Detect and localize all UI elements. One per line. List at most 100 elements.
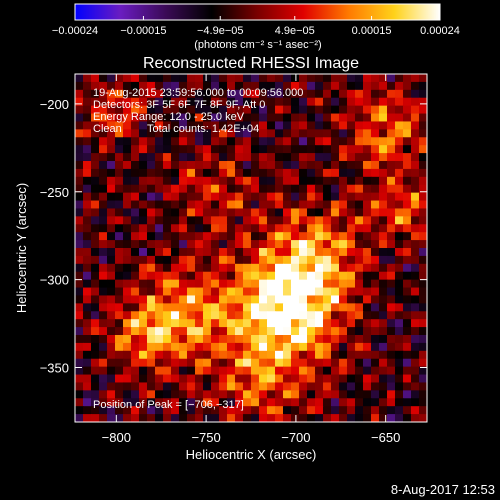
heatmap-cell xyxy=(331,335,340,344)
heatmap-cell xyxy=(83,374,92,384)
heatmap-cell xyxy=(347,327,356,336)
heatmap-cell xyxy=(251,208,260,217)
heatmap-cell xyxy=(91,398,100,407)
heatmap-cell xyxy=(291,414,300,422)
heatmap-cell xyxy=(163,168,172,178)
heatmap-cell xyxy=(283,319,292,328)
heatmap-cell xyxy=(259,216,268,225)
heatmap-cell xyxy=(379,414,388,422)
heatmap-cell xyxy=(235,335,244,344)
heatmap-cell xyxy=(411,382,420,391)
heatmap-cell xyxy=(259,184,268,194)
heatmap-cell xyxy=(211,303,220,312)
heatmap-cell xyxy=(355,327,364,336)
heatmap-cell xyxy=(235,97,244,107)
heatmap-cell xyxy=(347,153,356,162)
heatmap-cell xyxy=(395,224,404,233)
heatmap-cell xyxy=(395,121,404,130)
heatmap-cell xyxy=(275,161,284,170)
heatmap-cell xyxy=(419,335,427,344)
heatmap-cell xyxy=(171,161,180,170)
heatmap-cell xyxy=(163,319,172,328)
heatmap-cell xyxy=(419,97,427,107)
heatmap-cell xyxy=(171,263,180,273)
heatmap-cell xyxy=(299,279,308,289)
heatmap-cell xyxy=(371,255,380,265)
heatmap-cell xyxy=(195,374,204,384)
heatmap-cell xyxy=(83,153,92,162)
heatmap-cell xyxy=(203,248,212,257)
annotation-peak: Position of Peak = [−706,−317] xyxy=(93,399,244,411)
heatmap-cell xyxy=(139,81,148,91)
heatmap-cell xyxy=(123,161,132,170)
heatmap-cell xyxy=(187,137,196,146)
heatmap-cell xyxy=(251,105,260,115)
heatmap-cell xyxy=(259,335,268,344)
heatmap-cell xyxy=(411,184,420,194)
heatmap-cell xyxy=(275,327,284,336)
heatmap-cell xyxy=(419,287,427,297)
heatmap-cell xyxy=(403,350,412,360)
heatmap-cell xyxy=(171,176,180,186)
heatmap-cell xyxy=(219,105,228,115)
heatmap-cell xyxy=(235,342,244,352)
heatmap-cell xyxy=(275,342,284,352)
heatmap-cell xyxy=(147,224,156,233)
heatmap-cell xyxy=(139,137,148,146)
heatmap-cell xyxy=(403,74,412,83)
heatmap-cell xyxy=(395,382,404,391)
heatmap-cell xyxy=(379,303,388,312)
heatmap-cell xyxy=(203,184,212,194)
heatmap-cell xyxy=(299,287,308,297)
heatmap-cell xyxy=(219,240,228,249)
heatmap-cell xyxy=(419,374,427,384)
heatmap-cell xyxy=(179,248,188,257)
heatmap-cell xyxy=(203,271,212,281)
heatmap-cell xyxy=(355,382,364,391)
heatmap-cell xyxy=(219,271,228,281)
heatmap-cell xyxy=(163,113,172,123)
heatmap-cell xyxy=(203,335,212,344)
heatmap-cell xyxy=(107,414,116,422)
heatmap-cell xyxy=(211,129,220,138)
heatmap-cell xyxy=(75,255,84,265)
heatmap-cell xyxy=(83,366,92,376)
heatmap-cell xyxy=(195,137,204,146)
heatmap-cell xyxy=(363,279,372,289)
heatmap-cell xyxy=(395,184,404,194)
heatmap-cell xyxy=(147,358,156,368)
heatmap-cell xyxy=(211,137,220,146)
heatmap-cell xyxy=(123,184,132,194)
heatmap-cell xyxy=(139,335,148,344)
heatmap-cell xyxy=(219,153,228,162)
heatmap-cell xyxy=(243,240,252,249)
heatmap-cell xyxy=(251,145,260,154)
heatmap-cell xyxy=(283,89,292,99)
heatmap-cell xyxy=(259,97,268,107)
heatmap-cell xyxy=(75,358,84,368)
heatmap-cell xyxy=(75,303,84,312)
heatmap-cell xyxy=(155,398,164,407)
heatmap-cell xyxy=(403,366,412,376)
heatmap-cell xyxy=(395,232,404,241)
colorbar-tick-label: −0.00024 xyxy=(52,25,98,37)
heatmap-cell xyxy=(275,303,284,312)
heatmap-cell xyxy=(171,335,180,344)
heatmap-cell xyxy=(179,129,188,138)
heatmap-cell xyxy=(283,240,292,249)
heatmap-cell xyxy=(115,208,124,217)
heatmap-cell xyxy=(83,145,92,154)
heatmap-cell xyxy=(91,176,100,186)
heatmap-cell xyxy=(363,271,372,281)
heatmap-cell xyxy=(155,184,164,194)
heatmap-cell xyxy=(275,224,284,233)
heatmap-cell xyxy=(387,374,396,384)
heatmap-cell xyxy=(307,279,316,289)
heatmap-cell xyxy=(315,232,324,241)
heatmap-cell xyxy=(275,263,284,273)
heatmap-cell xyxy=(419,208,427,217)
heatmap-cell xyxy=(411,168,420,178)
heatmap-cell xyxy=(307,358,316,368)
heatmap-cell xyxy=(275,414,284,422)
heatmap-cell xyxy=(387,303,396,312)
